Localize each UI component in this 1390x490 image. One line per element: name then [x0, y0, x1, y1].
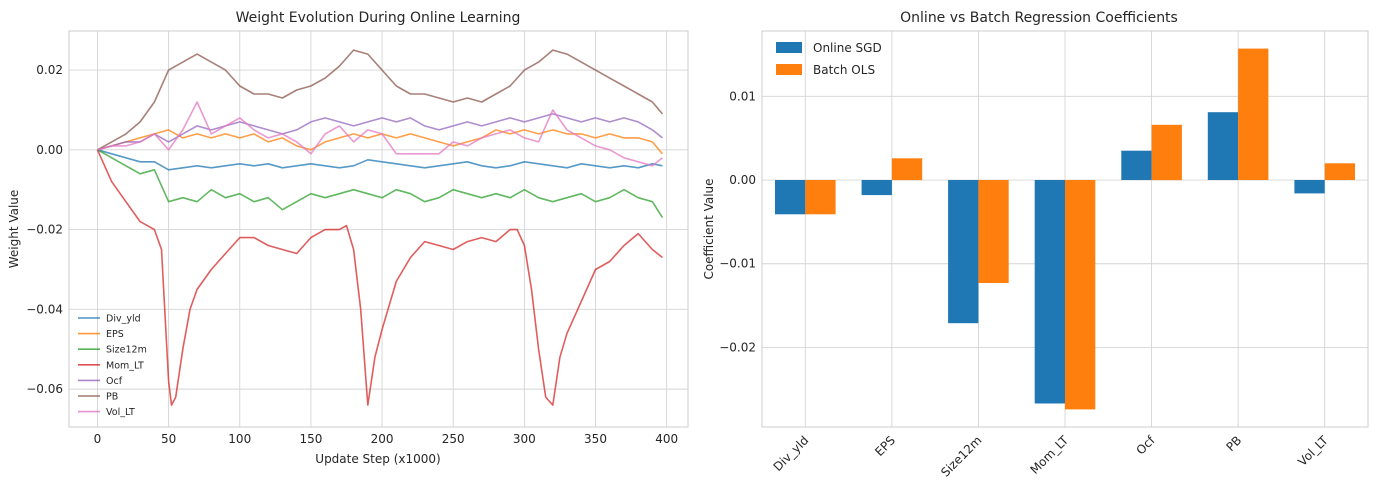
legend-entry-size12m: Size12m: [78, 345, 147, 356]
bar-online-sgd-pb: [1207, 112, 1239, 180]
series-line-mom-lt: [96, 149, 663, 406]
left-x-tick-label: 50: [161, 432, 176, 446]
left-x-tick-label: 400: [655, 432, 678, 446]
right-y-axis-label: Coefficient Value: [702, 178, 716, 279]
right-legend: Online SGD Batch OLS: [776, 41, 882, 77]
series-line-pb: [97, 49, 664, 151]
legend-label: Ocf: [106, 376, 123, 387]
right-y-tick-label: −0.02: [719, 340, 756, 354]
bar-online-sgd-size12m: [948, 180, 979, 324]
bar-batch-ols-div-yld: [805, 180, 836, 215]
left-legend: Div_yld EPS Size12m Mom_LT Ocf PB Vol_LT: [78, 314, 147, 418]
left-x-tick-label: 0: [94, 432, 102, 446]
right-x-tick-label: Div_yld: [771, 433, 812, 474]
left-chart-title: Weight Evolution During Online Learning: [236, 10, 521, 26]
legend-entry-vol-lt: Vol_LT: [78, 407, 135, 418]
right-y-tick-label: −0.01: [719, 257, 756, 271]
right-x-tick-label: Ocf: [1133, 433, 1158, 458]
bar-batch-ols-eps: [891, 158, 923, 181]
left-x-tick-label: 250: [442, 432, 465, 446]
series-line-vol-lt: [97, 101, 663, 167]
legend-entry-div-yld: Div_yld: [78, 314, 141, 325]
right-y-tick-label: 0.00: [729, 173, 756, 187]
bar-batch-ols-pb: [1238, 48, 1269, 180]
left-y-ticks: 0.02 0.00 −0.02 −0.04 −0.06: [26, 63, 63, 396]
left-y-tick-label: −0.04: [26, 302, 63, 316]
legend-entry-eps: EPS: [78, 329, 124, 340]
legend-entry-mom-lt: Mom_LT: [78, 360, 144, 371]
bar-batch-ols-vol-lt: [1324, 163, 1355, 180]
left-grid: [69, 31, 688, 427]
weight-evolution-panel: Weight Evolution During Online Learning …: [7, 10, 689, 466]
coefficients-panel: Online vs Batch Regression Coefficients …: [702, 10, 1369, 480]
right-x-tick-label: Mom_LT: [1027, 433, 1071, 477]
left-x-tick-label: 200: [371, 432, 394, 446]
left-x-tick-label: 100: [228, 432, 251, 446]
legend-swatch: [776, 64, 802, 75]
bar-batch-ols-size12m: [978, 180, 1009, 283]
left-y-axis-label: Weight Value: [7, 190, 21, 269]
series-line-div-yld: [97, 149, 663, 171]
bar-online-sgd-ocf: [1121, 150, 1152, 180]
legend-label: EPS: [106, 329, 124, 340]
legend-label: PB: [106, 392, 118, 403]
right-x-tick-label: PB: [1223, 433, 1244, 454]
left-x-axis-label: Update Step (x1000): [315, 452, 440, 466]
legend-label: Batch OLS: [813, 63, 875, 77]
left-y-tick-label: 0.02: [36, 63, 63, 77]
bar-online-sgd-div-yld: [775, 180, 806, 215]
bar-online-sgd-eps: [861, 180, 892, 196]
right-x-tick-label: EPS: [872, 433, 898, 459]
bar-online-sgd-vol-lt: [1294, 180, 1325, 194]
left-plot-frame: [68, 30, 689, 428]
right-y-ticks: 0.01 0.00 −0.01 −0.02: [719, 89, 756, 354]
legend-label: Mom_LT: [106, 360, 144, 371]
left-series-group: [96, 49, 664, 406]
bar-online-sgd-mom-lt: [1034, 180, 1065, 404]
legend-entry-ocf: Ocf: [78, 376, 123, 387]
right-bars-group: [775, 48, 1355, 410]
left-y-tick-label: −0.06: [26, 382, 63, 396]
legend-swatch: [776, 42, 802, 53]
legend-label: Vol_LT: [106, 407, 135, 418]
left-x-tick-label: 150: [299, 432, 322, 446]
right-x-ticks: Div_yld EPS Size12m Mom_LT Ocf PB Vol_LT: [771, 433, 1332, 480]
bar-batch-ols-mom-lt: [1065, 180, 1096, 410]
legend-entry-online-sgd: Online SGD: [776, 41, 882, 55]
series-line-ocf: [97, 113, 663, 151]
left-y-tick-label: −0.02: [26, 223, 63, 237]
right-x-tick-label: Size12m: [938, 433, 984, 479]
left-x-tick-label: 300: [513, 432, 536, 446]
legend-label: Div_yld: [106, 314, 141, 325]
legend-entry-pb: PB: [78, 392, 118, 403]
right-y-tick-label: 0.01: [729, 89, 756, 103]
right-chart-title: Online vs Batch Regression Coefficients: [900, 10, 1178, 26]
left-x-tick-label: 350: [584, 432, 607, 446]
legend-label: Size12m: [106, 345, 147, 356]
legend-label: Online SGD: [813, 41, 882, 55]
legend-entry-batch-ols: Batch OLS: [776, 63, 875, 77]
bar-batch-ols-ocf: [1151, 124, 1182, 181]
left-x-ticks: 0 50 100 150 200 250 300 350 400: [94, 432, 678, 446]
right-x-tick-label: Vol_LT: [1295, 433, 1331, 469]
right-plot-frame: [761, 30, 1369, 428]
left-y-tick-label: 0.00: [36, 143, 63, 157]
series-line-size12m: [97, 149, 664, 219]
